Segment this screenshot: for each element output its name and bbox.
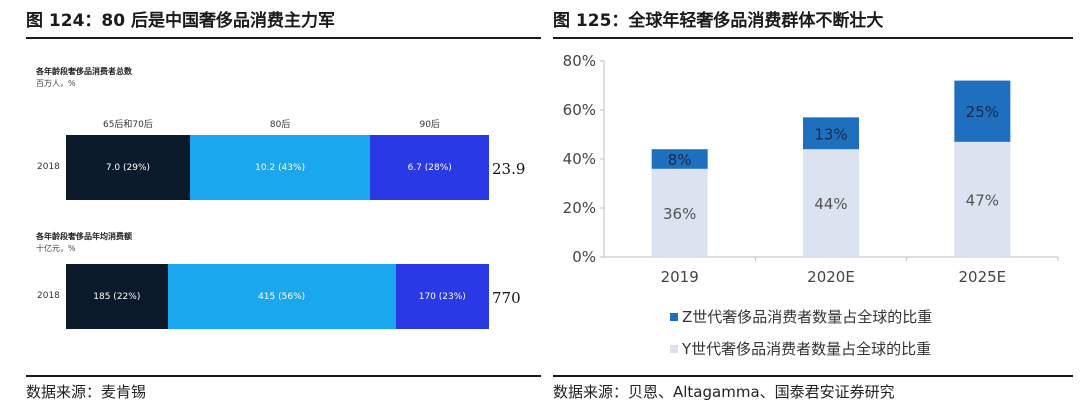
bar-value-label: 44% bbox=[814, 195, 847, 213]
y-tick-label: 80% bbox=[563, 52, 596, 70]
right-bottom-rule bbox=[553, 375, 1073, 377]
top-bar-segment-1: 7.0 (29%) bbox=[66, 135, 190, 200]
top-bar-segment-label: 7.0 (29%) bbox=[105, 162, 151, 173]
bar-value-label: 25% bbox=[966, 103, 999, 121]
legend-z-swatch bbox=[670, 312, 678, 321]
right-top-rule bbox=[553, 37, 1073, 39]
bar-value-label: 47% bbox=[966, 191, 999, 209]
y-tick-label: 60% bbox=[563, 101, 596, 119]
bottom-bar-segment-1: 185 (22%) bbox=[66, 264, 168, 329]
top-bar-segment-3: 6.7 (28%) bbox=[370, 135, 489, 200]
left-panel-title: 图 124：80 后是中国奢侈品消费主力军 bbox=[26, 11, 335, 31]
bottom-row-year: 2018 bbox=[37, 291, 60, 301]
bar-2020E-series-2 bbox=[803, 117, 859, 150]
y-tick-label: 0% bbox=[572, 248, 596, 266]
y-tick-label: 20% bbox=[563, 199, 596, 217]
bar-2020E-series-1 bbox=[803, 149, 859, 257]
legend-y-generation: Y世代奢侈品消费者数量占全球的比重 bbox=[670, 338, 931, 359]
top-bar-segment-label: 10.2 (43%) bbox=[255, 162, 306, 173]
segment-header-2: 80后 bbox=[269, 120, 291, 130]
left-bottom-rule bbox=[26, 375, 541, 377]
bottom-stacked-bar: 185 (22%) 415 (56%) 170 (23%) bbox=[66, 264, 489, 329]
legend-z-generation: Z世代奢侈品消费者数量占全球的比重 bbox=[670, 306, 932, 327]
top-bar-segment-label: 6.7 (28%) bbox=[407, 162, 452, 173]
top-block-subtitle: 百万人，% bbox=[36, 79, 76, 88]
bar-2025E-series-1 bbox=[954, 141, 1011, 257]
bottom-block-subtitle: 十亿元，% bbox=[36, 244, 76, 253]
legend-y-swatch bbox=[670, 344, 678, 353]
left-source: 数据来源：麦肯锡 bbox=[26, 383, 147, 401]
top-bar-segment-2: 10.2 (43%) bbox=[189, 135, 371, 200]
bar-value-label: 13% bbox=[814, 125, 847, 143]
bottom-bar-segment-label: 415 (56%) bbox=[258, 291, 306, 302]
left-top-rule bbox=[26, 37, 541, 39]
bottom-bar-segment-3: 170 (23%) bbox=[395, 264, 489, 329]
top-block-title: 各年龄段奢侈品消费者总数 bbox=[36, 66, 132, 76]
bar-2025E-series-2 bbox=[954, 80, 1011, 142]
x-tick-label: 2020E bbox=[807, 268, 855, 286]
bottom-bar-segment-2: 415 (56%) bbox=[167, 264, 396, 329]
legend-y-label: Y世代奢侈品消费者数量占全球的比重 bbox=[682, 340, 932, 358]
segment-header-1: 65后和70后 bbox=[102, 120, 153, 130]
legend-z-label: Z世代奢侈品消费者数量占全球的比重 bbox=[682, 308, 933, 326]
bottom-block-title: 各年龄段奢侈品年均消费额 bbox=[36, 231, 132, 241]
share-stacked-column-chart: 0% 20% 40% 60% 80% 36% 8% 2019 44% 13% 2020E 47% 25%… bbox=[563, 52, 1059, 286]
y-tick-label: 40% bbox=[563, 150, 596, 168]
x-tick-label: 2019 bbox=[661, 268, 699, 286]
segment-header-3: 90后 bbox=[419, 120, 440, 130]
right-source: 数据来源：贝恩、Altagamma、国泰君安证券研究 bbox=[553, 383, 895, 401]
bottom-bar-segment-label: 185 (22%) bbox=[93, 291, 141, 302]
right-panel-title: 图 125：全球年轻奢侈品消费群体不断壮大 bbox=[553, 11, 884, 31]
x-tick-label: 2025E bbox=[959, 268, 1007, 286]
bar-value-label: 8% bbox=[668, 151, 692, 169]
bottom-bar-segment-label: 170 (23%) bbox=[418, 291, 466, 302]
top-row-total: 23.9 bbox=[492, 160, 526, 178]
bar-value-label: 36% bbox=[663, 205, 696, 223]
bar-2019-series-2 bbox=[651, 149, 708, 169]
bar-2019-series-1 bbox=[651, 168, 708, 257]
bottom-row-total: 770 bbox=[492, 289, 521, 307]
top-row-year: 2018 bbox=[37, 162, 60, 172]
top-stacked-bar: 7.0 (29%) 10.2 (43%) 6.7 (28%) bbox=[66, 135, 489, 200]
